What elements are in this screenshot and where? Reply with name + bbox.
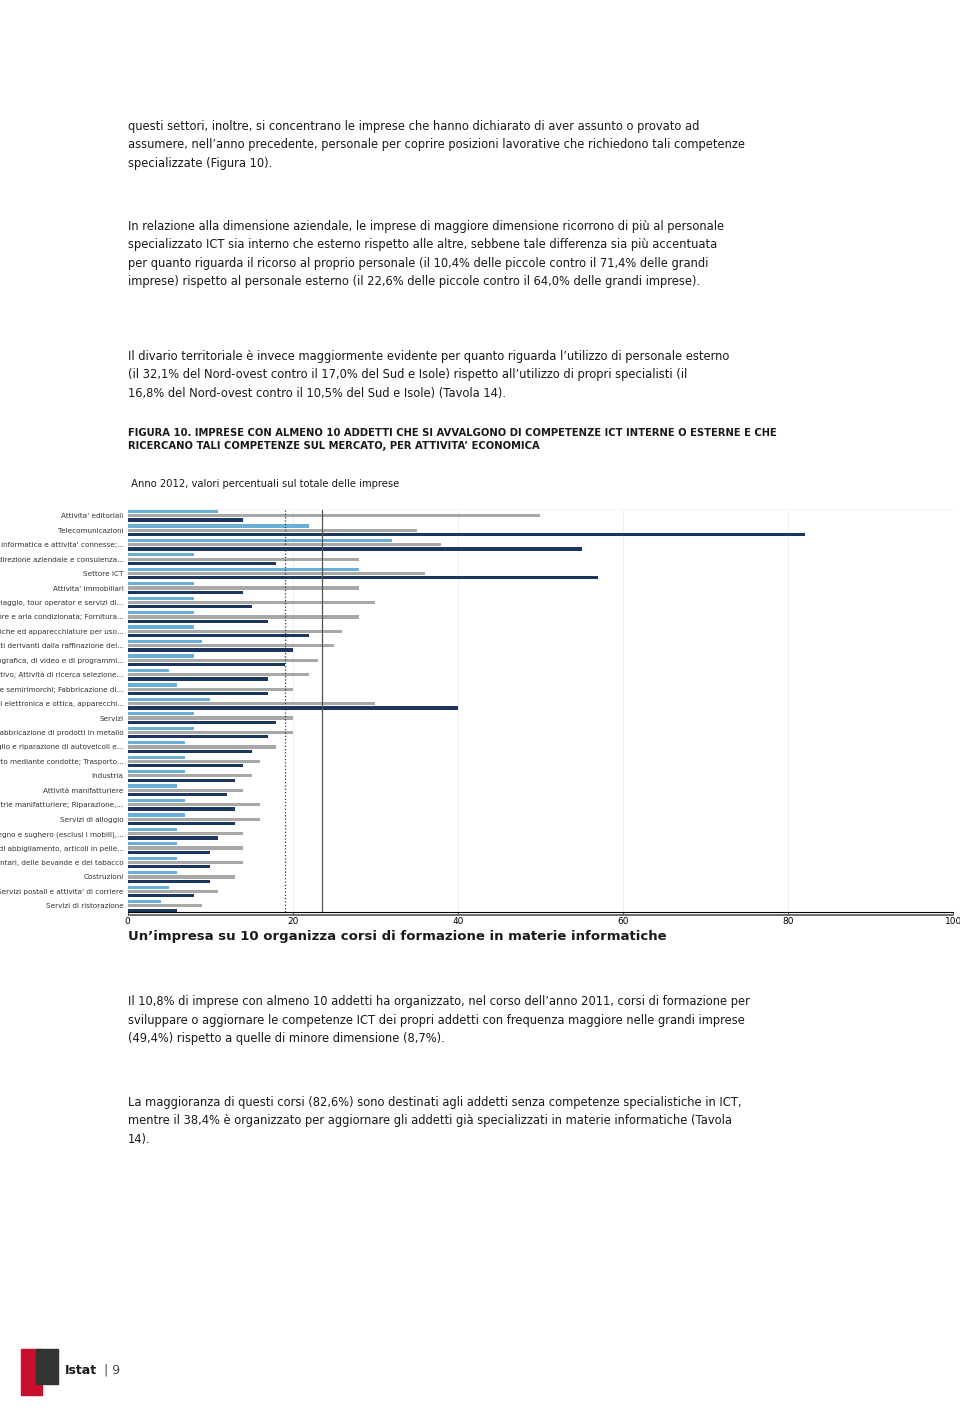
Bar — [128, 562, 276, 565]
Text: La maggioranza di questi corsi (82,6%) sono destinati agli addetti senza compete: La maggioranza di questi corsi (82,6%) s… — [128, 1096, 741, 1146]
Bar — [128, 727, 194, 730]
Bar — [128, 857, 178, 859]
Bar — [128, 817, 260, 821]
Bar — [128, 528, 417, 531]
Bar — [128, 909, 178, 912]
Bar — [36, 1350, 58, 1384]
Bar — [128, 683, 178, 686]
Bar — [128, 519, 243, 521]
Text: Il divario territoriale è invece maggiormente evidente per quanto riguarda l’uti: Il divario territoriale è invece maggior… — [128, 349, 729, 400]
Bar — [128, 590, 243, 595]
Bar — [128, 612, 194, 614]
Bar — [128, 634, 309, 637]
Bar — [128, 793, 227, 796]
Text: Anno 2012, valori percentuali sul totale delle imprese: Anno 2012, valori percentuali sul totale… — [128, 479, 399, 489]
Bar — [128, 669, 169, 672]
Bar — [128, 871, 178, 875]
Bar — [128, 721, 276, 724]
Bar — [128, 712, 194, 716]
Text: report: report — [35, 96, 66, 106]
Bar — [128, 568, 359, 571]
Bar — [128, 524, 309, 527]
Bar — [128, 542, 442, 547]
Bar — [128, 692, 268, 695]
Bar — [128, 626, 194, 628]
Bar — [128, 735, 268, 738]
Bar — [128, 875, 235, 879]
Bar — [128, 688, 293, 690]
Bar — [128, 604, 252, 609]
Bar — [128, 865, 210, 868]
Bar — [128, 731, 293, 734]
Bar — [128, 890, 219, 893]
Bar — [128, 620, 268, 623]
Bar — [128, 640, 202, 643]
Text: | 9: | 9 — [104, 1364, 120, 1377]
Bar — [128, 596, 194, 600]
Bar — [128, 895, 194, 898]
Bar — [128, 885, 169, 889]
Text: statistiche: statistiche — [9, 34, 13, 59]
Bar — [128, 837, 219, 840]
Bar — [128, 774, 252, 778]
Bar — [128, 750, 252, 752]
Bar — [128, 658, 318, 662]
Bar — [128, 654, 194, 658]
Bar — [128, 554, 194, 557]
Bar — [128, 847, 243, 850]
Bar — [128, 779, 235, 782]
Bar — [128, 514, 540, 517]
Text: Il 10,8% di imprese con almeno 10 addetti ha organizzato, nel corso dell’anno 20: Il 10,8% di imprese con almeno 10 addett… — [128, 995, 750, 1045]
Bar — [128, 905, 202, 907]
Bar — [21, 1348, 42, 1395]
Bar — [128, 755, 185, 759]
Bar — [128, 851, 210, 854]
Bar — [128, 572, 425, 575]
Bar — [128, 558, 359, 561]
Bar — [128, 697, 210, 700]
Text: Istat: Istat — [65, 1364, 97, 1377]
Bar — [128, 745, 276, 748]
Bar — [128, 706, 458, 710]
Bar — [128, 759, 260, 764]
Bar — [128, 630, 343, 633]
Bar — [128, 900, 160, 903]
Text: In relazione alla dimensione aziendale, le imprese di maggiore dimensione ricorr: In relazione alla dimensione aziendale, … — [128, 220, 724, 289]
Bar — [128, 600, 375, 604]
Bar — [128, 547, 582, 551]
Bar — [128, 789, 243, 792]
Text: FIGURA 10. IMPRESE CON ALMENO 10 ADDETTI CHE SI AVVALGONO DI COMPETENZE ICT INTE: FIGURA 10. IMPRESE CON ALMENO 10 ADDETTI… — [128, 428, 777, 451]
Bar — [128, 861, 243, 864]
Bar — [128, 644, 334, 648]
Text: ICT NELLE IMPRESE: ICT NELLE IMPRESE — [110, 20, 255, 32]
Text: Un’impresa su 10 organizza corsi di formazione in materie informatiche: Un’impresa su 10 organizza corsi di form… — [128, 930, 666, 943]
Bar — [128, 833, 243, 836]
Bar — [128, 586, 359, 589]
Bar — [128, 674, 309, 676]
Bar — [128, 879, 210, 883]
Bar — [128, 510, 219, 513]
Bar — [128, 576, 598, 579]
Bar — [128, 533, 804, 537]
Bar — [128, 702, 375, 706]
Bar — [128, 764, 243, 768]
Bar — [128, 813, 185, 817]
Bar — [128, 538, 392, 542]
Bar — [128, 582, 194, 585]
Bar — [128, 648, 293, 652]
Bar — [128, 807, 235, 810]
Bar — [128, 799, 185, 802]
Text: questi settori, inoltre, si concentrano le imprese che hanno dichiarato di aver : questi settori, inoltre, si concentrano … — [128, 120, 745, 169]
Bar — [128, 616, 359, 619]
Bar — [128, 827, 178, 831]
Bar — [128, 769, 185, 774]
Bar — [128, 803, 260, 806]
Bar — [128, 785, 178, 788]
Bar — [128, 662, 284, 666]
Bar — [128, 716, 293, 720]
Bar — [128, 821, 235, 826]
Bar — [128, 843, 178, 845]
Bar — [128, 678, 268, 681]
Bar — [128, 741, 185, 744]
